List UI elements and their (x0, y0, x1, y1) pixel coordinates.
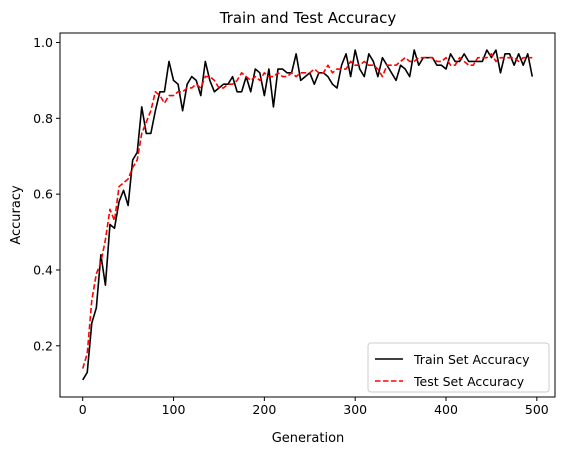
legend-label-test: Test Set Accuracy (413, 374, 525, 389)
y-axis: 0.2 0.4 0.6 0.8 1.0 (33, 35, 60, 353)
x-tick-label: 400 (434, 402, 458, 417)
x-tick-label: 300 (343, 402, 367, 417)
y-tick-label: 0.2 (33, 338, 53, 353)
x-axis-label: Generation (272, 431, 345, 446)
plot-frame (59, 32, 556, 398)
x-tick-label: 500 (525, 402, 549, 417)
y-axis-label: Accuracy (9, 185, 24, 245)
y-tick-label: 1.0 (33, 35, 53, 50)
plot-area (81, 49, 534, 381)
legend-label-train: Train Set Accuracy (413, 352, 530, 367)
y-tick-label: 0.6 (33, 187, 53, 202)
x-tick-label: 100 (162, 402, 186, 417)
chart-title: Train and Test Accuracy (219, 9, 397, 27)
x-tick-label: 0 (79, 402, 87, 417)
x-axis: 0 100 200 300 400 500 (79, 397, 549, 417)
series-line-test (81, 53, 533, 369)
series-line-train (82, 49, 534, 381)
y-tick-label: 0.4 (33, 262, 53, 277)
legend: Train Set Accuracy Test Set Accuracy (367, 342, 550, 393)
x-tick-label: 200 (252, 402, 276, 417)
legend-box (367, 342, 550, 393)
y-tick-label: 0.8 (33, 111, 53, 126)
